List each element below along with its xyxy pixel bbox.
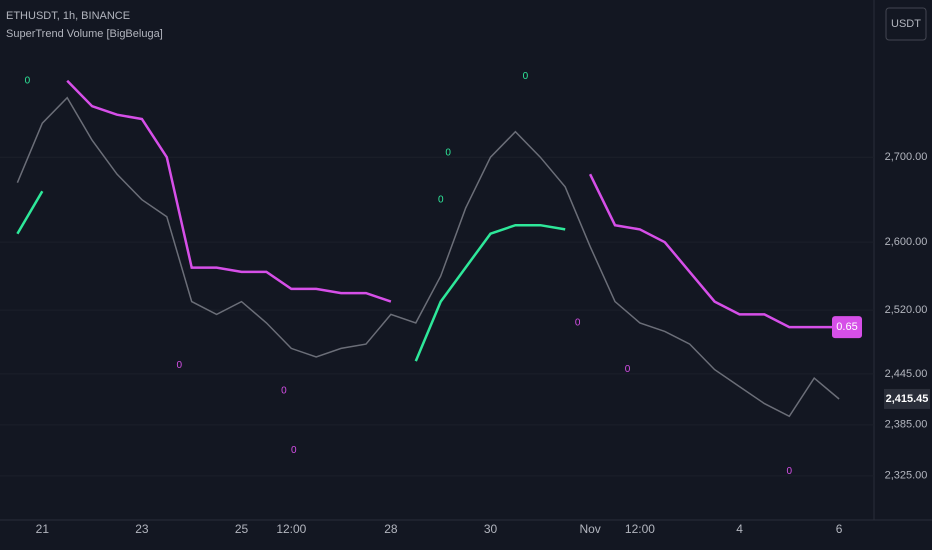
chart-title: ETHUSDT, 1h, BINANCE (6, 10, 130, 22)
y-tick-label: 2,325.00 (885, 470, 928, 482)
signal-label: 0 (281, 385, 287, 396)
x-tick-label: 4 (736, 522, 743, 536)
y-tick-label: 2,445.00 (885, 368, 928, 380)
y-tick-label: 2,700.00 (885, 151, 928, 163)
value-badge-label: 0.65 (836, 321, 857, 333)
signal-label: 0 (523, 71, 529, 82)
currency-button[interactable] (885, 7, 927, 41)
x-tick-label: 6 (836, 522, 843, 536)
signal-label: 0 (575, 318, 581, 329)
supertrend-line (16, 190, 566, 362)
value-badge (832, 316, 862, 339)
indicator-name: SuperTrend Volume [BigBeluga] (6, 28, 163, 40)
signal-label: 0 (177, 360, 183, 371)
x-tick-label: 25 (235, 522, 249, 536)
x-tick-label: Nov (579, 522, 600, 536)
x-tick-label: 21 (36, 522, 50, 536)
x-tick-label: 30 (484, 522, 498, 536)
x-tick-label: 28 (384, 522, 398, 536)
signal-label: 0 (25, 75, 31, 86)
signal-label: 0 (625, 364, 631, 375)
x-tick-label: 12:00 (276, 522, 306, 536)
y-tick-label: 2,600.00 (885, 236, 928, 248)
signal-label: 0 (438, 194, 444, 205)
signal-label: 0 (445, 148, 451, 159)
last-price-label: 2,415.45 (886, 393, 929, 405)
signal-label: 0 (291, 445, 297, 456)
last-price-box (884, 388, 930, 409)
currency-label[interactable]: USDT (891, 18, 921, 30)
x-tick-label: 23 (135, 522, 149, 536)
x-tick-label: 12:00 (625, 522, 655, 536)
y-tick-label: 2,385.00 (885, 419, 928, 431)
supertrend-line (66, 79, 840, 329)
price-line (16, 96, 840, 418)
signal-label: 0 (787, 466, 793, 477)
y-tick-label: 2,520.00 (885, 304, 928, 316)
